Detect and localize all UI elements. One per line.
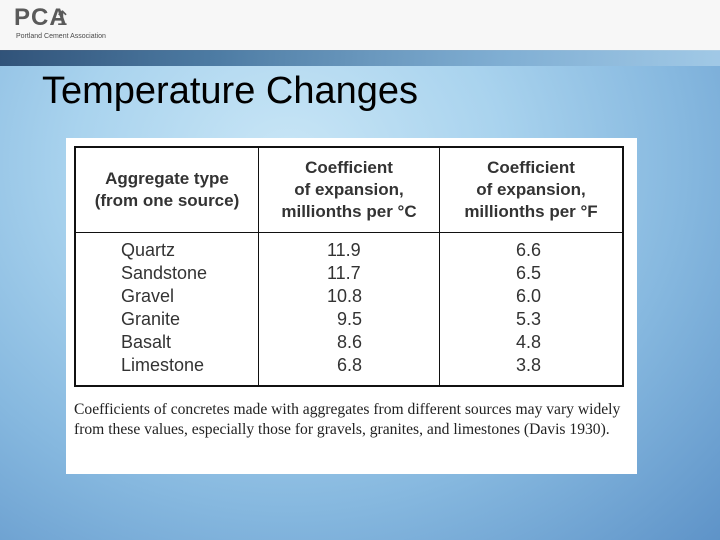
logo-tagline: Portland Cement Association xyxy=(16,33,106,40)
header-line: (from one source) xyxy=(94,191,240,210)
header-line: Coefficient xyxy=(305,158,393,177)
aggregate-type-cell: Limestone xyxy=(121,355,205,375)
header-line: Aggregate type xyxy=(105,169,229,188)
header-line: Coefficient xyxy=(487,158,575,177)
table-header-row: Aggregate type (from one source) Coeffic… xyxy=(75,147,623,233)
table-row: Gravel 10.8 6.0 xyxy=(75,285,623,308)
pca-logo: PCA ↥ Portland Cement Association xyxy=(14,4,154,44)
table-row: Limestone 6.8 3.8 xyxy=(75,354,623,386)
header-line: millionths per °C xyxy=(281,202,417,221)
aggregate-type-cell: Basalt xyxy=(121,332,172,352)
header-line: millionths per °F xyxy=(464,202,598,221)
coef-celsius-cell: 6.8 xyxy=(258,354,440,386)
coef-fahrenheit-cell: 6.0 xyxy=(439,285,623,308)
coef-celsius-cell: 11.7 xyxy=(258,262,440,285)
coef-fahrenheit-cell: 6.5 xyxy=(439,262,623,285)
aggregate-type-cell: Sandstone xyxy=(121,263,208,283)
aggregate-type-cell: Quartz xyxy=(121,240,176,260)
aggregate-type-cell: Granite xyxy=(121,309,181,329)
logo-arrow-icon: ↥ xyxy=(54,8,71,30)
aggregate-type-cell: Gravel xyxy=(121,286,175,306)
table-row: Quartz 11.9 6.6 xyxy=(75,232,623,262)
coef-fahrenheit-cell: 4.8 xyxy=(439,331,623,354)
logo-letters: PCA xyxy=(14,4,68,31)
table-row: Granite 9.5 5.3 xyxy=(75,308,623,331)
table-row: Basalt 8.6 4.8 xyxy=(75,331,623,354)
coef-fahrenheit-cell: 5.3 xyxy=(439,308,623,331)
header-aggregate-type: Aggregate type (from one source) xyxy=(75,147,259,233)
coef-celsius-cell: 8.6 xyxy=(258,331,440,354)
header-line: of expansion, xyxy=(294,180,404,199)
table-row: Sandstone 11.7 6.5 xyxy=(75,262,623,285)
header-line: of expansion, xyxy=(476,180,586,199)
coef-fahrenheit-cell: 3.8 xyxy=(439,354,623,386)
header-stripe xyxy=(0,50,720,66)
coef-celsius-cell: 9.5 xyxy=(258,308,440,331)
header-coef-fahrenheit: Coefficient of expansion, millionths per… xyxy=(439,147,623,233)
coef-celsius-cell: 10.8 xyxy=(258,285,440,308)
coef-fahrenheit-cell: 6.6 xyxy=(439,232,623,262)
table-figure: Aggregate type (from one source) Coeffic… xyxy=(66,138,637,474)
coef-celsius-cell: 11.9 xyxy=(258,232,440,262)
table-caption: Coefficients of concretes made with aggr… xyxy=(74,401,621,438)
slide-title: Temperature Changes xyxy=(42,70,418,112)
expansion-coefficient-table: Aggregate type (from one source) Coeffic… xyxy=(74,146,624,387)
header-coef-celsius: Coefficient of expansion, millionths per… xyxy=(258,147,440,233)
